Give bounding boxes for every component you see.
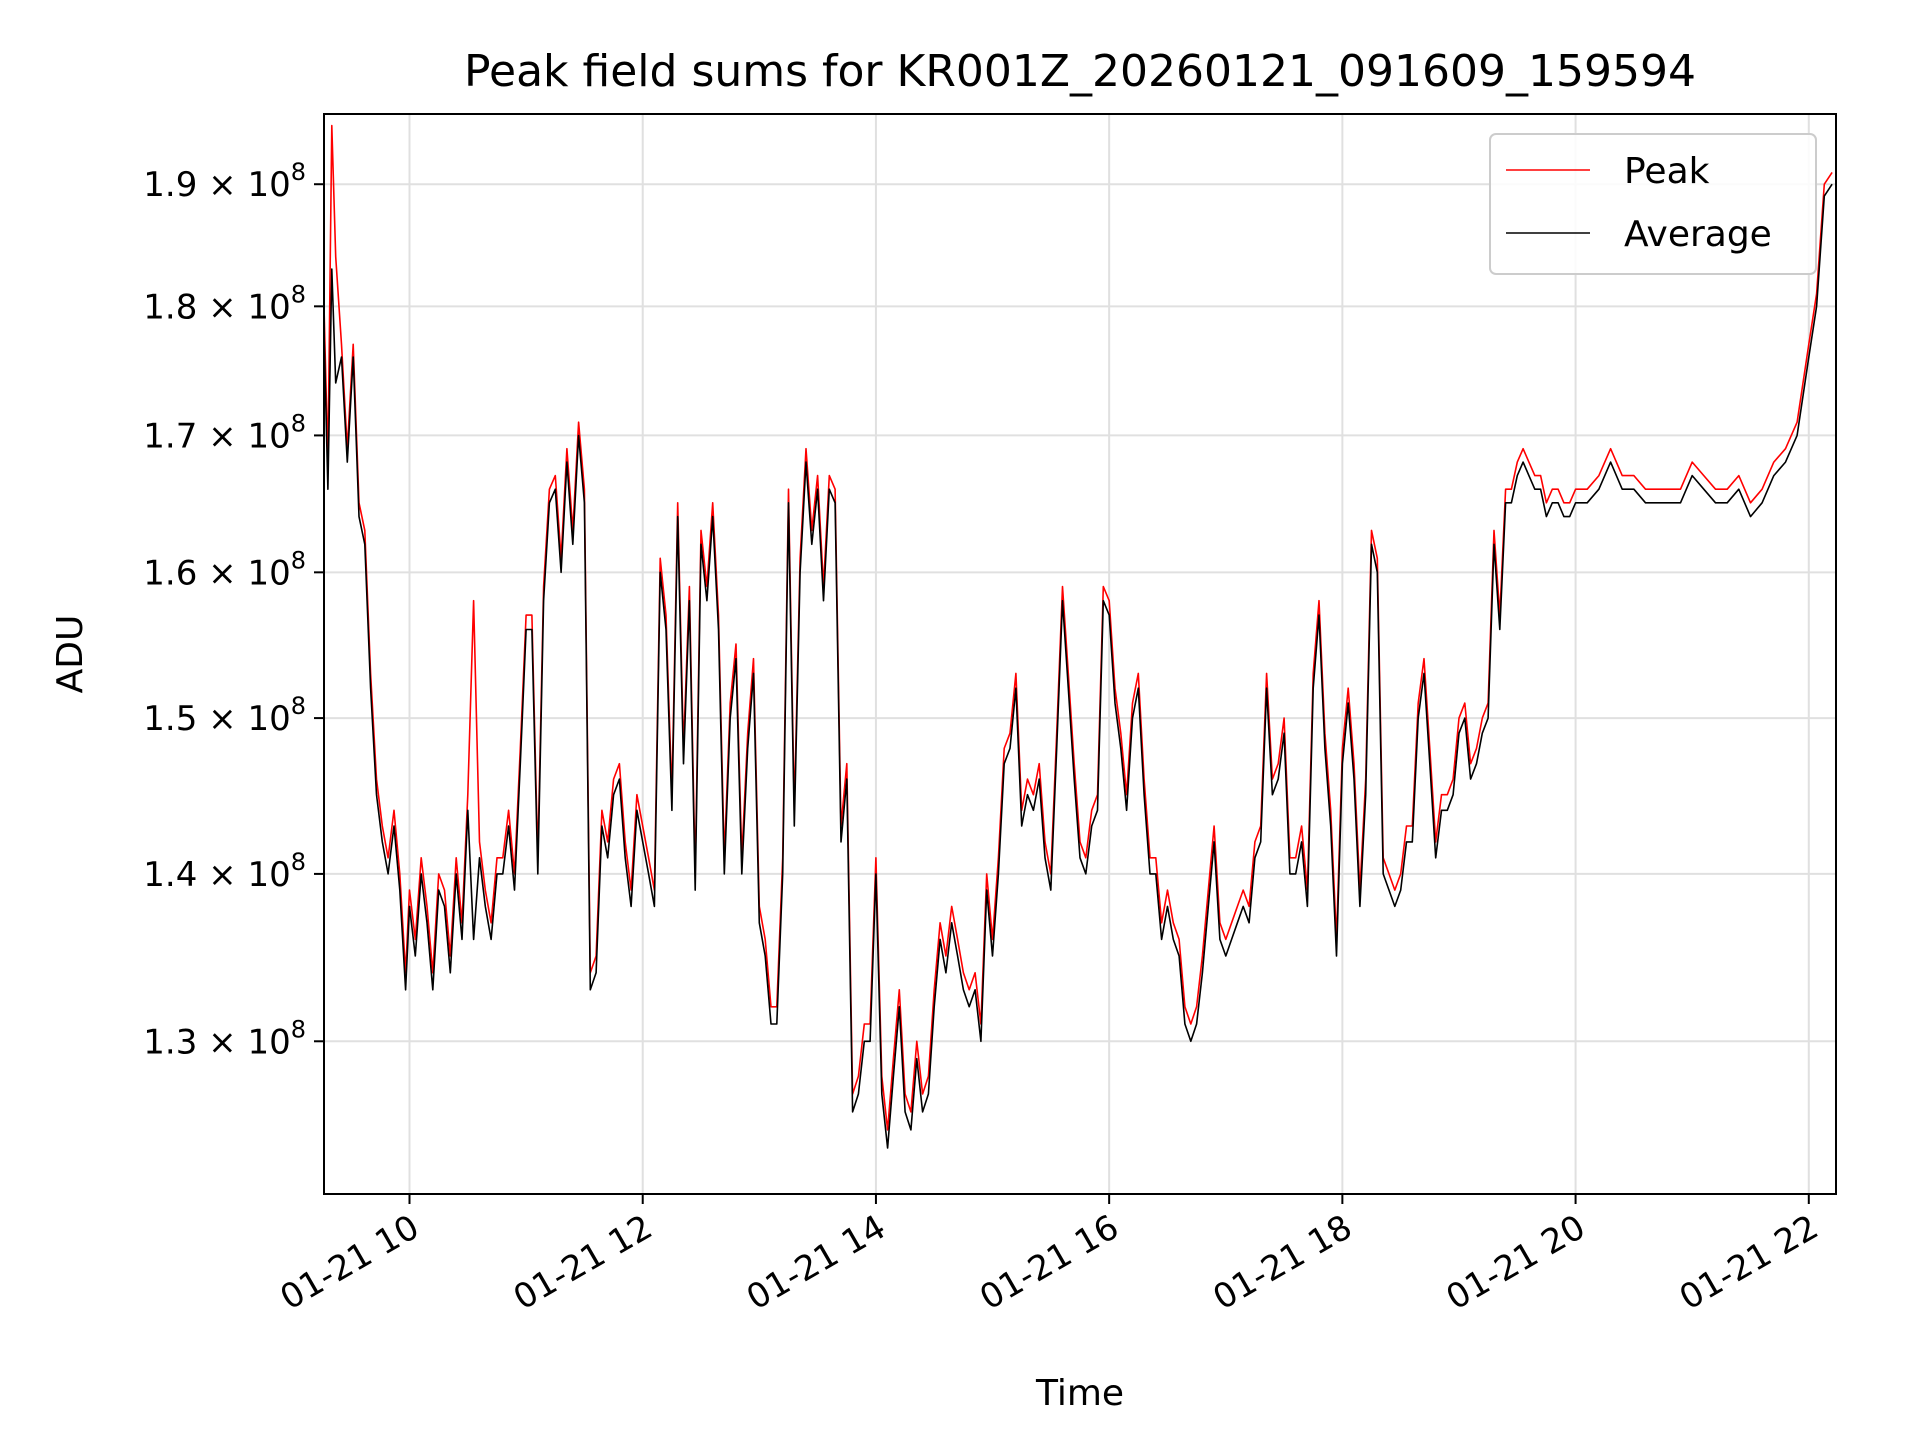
legend-label-peak: Peak: [1624, 151, 1710, 192]
y-tick-mantissa: 1.7 × 10: [143, 416, 290, 456]
y-tick-mantissa: 1.3 × 10: [143, 1022, 290, 1062]
y-tick-mantissa: 1.4 × 10: [143, 855, 290, 895]
chart-title: Peak field sums for KR001Z_20260121_0916…: [464, 46, 1696, 97]
y-tick-label: 1.4 × 108: [143, 848, 306, 895]
x-axis-label: Time: [1035, 1373, 1124, 1414]
plot-frame: [323, 113, 1837, 1195]
series-line-peak: [323, 124, 1833, 1131]
legend-box: [1489, 133, 1817, 275]
y-tick-mantissa: 1.8 × 10: [143, 287, 290, 327]
y-tick-exponent: 8: [291, 692, 306, 720]
series-layer: [323, 124, 1833, 1149]
y-tick-label: 1.9 × 108: [143, 158, 306, 205]
y-tick-label: 1.6 × 108: [143, 546, 306, 593]
y-tick-mantissa: 1.9 × 10: [143, 165, 290, 205]
y-tick-exponent: 8: [291, 409, 306, 437]
legend-label-average: Average: [1624, 214, 1772, 255]
y-tick-label: 1.5 × 108: [143, 692, 306, 739]
y-tick-exponent: 8: [291, 546, 306, 574]
series-line-average: [323, 183, 1833, 1149]
y-tick-mantissa: 1.5 × 10: [143, 699, 290, 739]
legend: Peak Average: [1489, 133, 1817, 275]
grid: [324, 114, 1836, 1194]
y-tick-label: 1.3 × 108: [143, 1015, 306, 1062]
y-tick-exponent: 8: [291, 158, 306, 186]
y-tick-label: 1.7 × 108: [143, 409, 306, 456]
y-tick-exponent: 8: [291, 280, 306, 308]
y-axis-label: ADU: [50, 615, 91, 694]
y-tick-exponent: 8: [291, 1015, 306, 1043]
y-tick-exponent: 8: [291, 848, 306, 876]
y-tick-mantissa: 1.6 × 10: [143, 553, 290, 593]
y-tick-label: 1.8 × 108: [143, 280, 306, 327]
